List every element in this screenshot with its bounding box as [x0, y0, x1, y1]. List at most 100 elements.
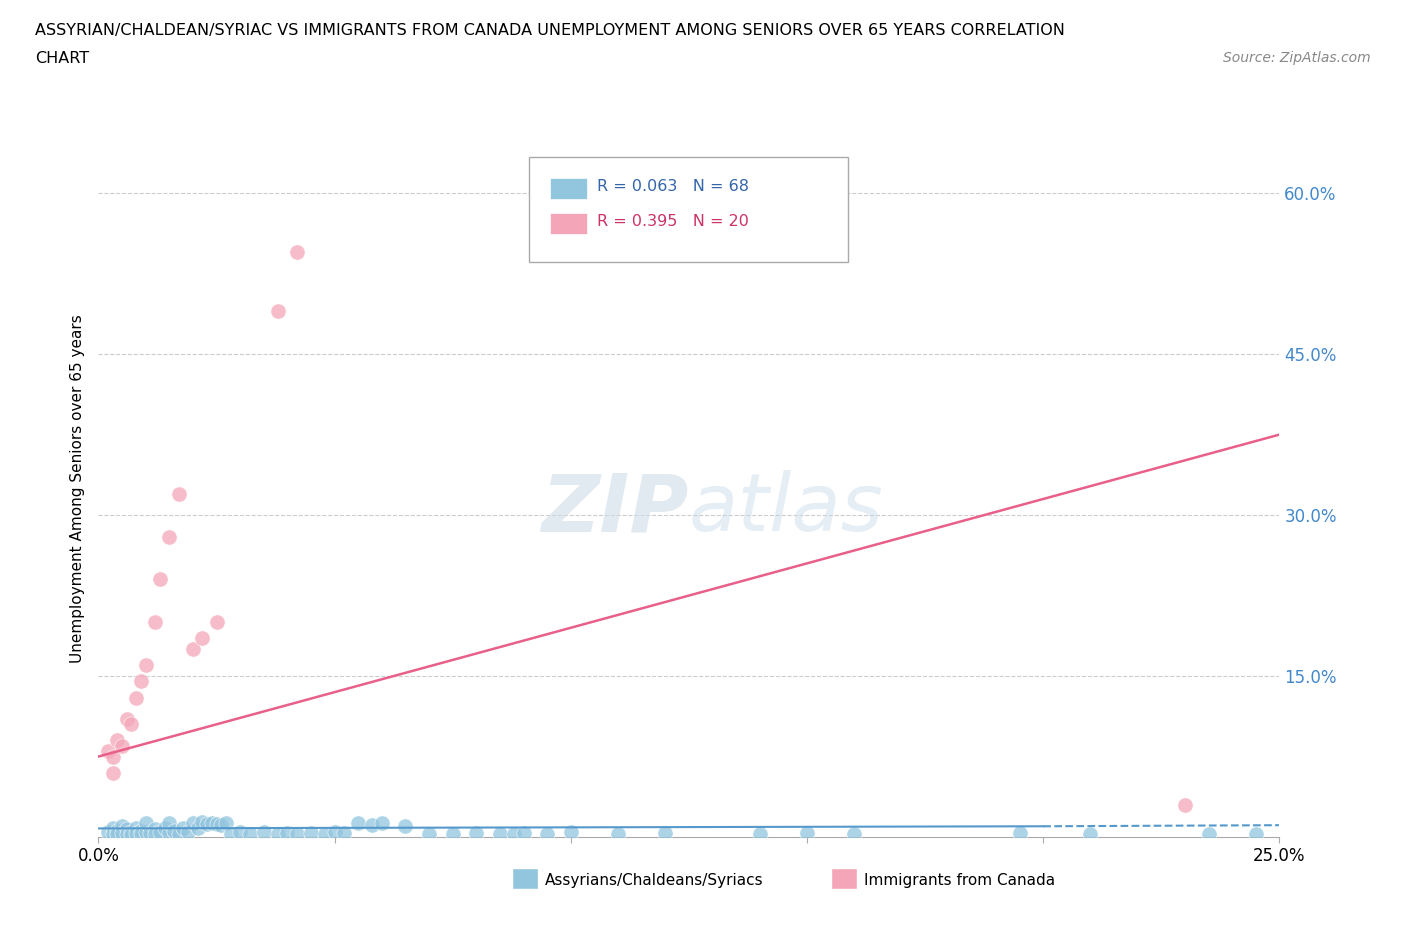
Point — [101, 765, 124, 780]
Point — [1244, 827, 1267, 842]
Text: R = 0.395   N = 20: R = 0.395 N = 20 — [596, 214, 748, 230]
Point — [121, 717, 143, 732]
FancyBboxPatch shape — [530, 157, 848, 261]
Point — [205, 817, 228, 831]
Point — [229, 824, 252, 839]
Text: Immigrants from Canada: Immigrants from Canada — [863, 872, 1054, 888]
Point — [105, 827, 128, 842]
Point — [209, 817, 232, 832]
Point — [163, 823, 186, 838]
Point — [101, 827, 124, 842]
Point — [191, 815, 214, 830]
Point — [143, 615, 166, 630]
Point — [267, 827, 290, 842]
Point — [187, 821, 209, 836]
Point — [536, 827, 558, 842]
Point — [285, 245, 308, 259]
Point — [371, 816, 394, 830]
Point — [172, 821, 194, 836]
Point — [135, 658, 157, 672]
Point — [111, 738, 134, 753]
Point — [441, 827, 464, 842]
Point — [394, 818, 416, 833]
Point — [167, 486, 190, 501]
Point — [512, 825, 534, 840]
Point — [125, 825, 148, 840]
Point — [181, 642, 204, 657]
Text: ASSYRIAN/CHALDEAN/SYRIAC VS IMMIGRANTS FROM CANADA UNEMPLOYMENT AMONG SENIORS OV: ASSYRIAN/CHALDEAN/SYRIAC VS IMMIGRANTS F… — [35, 23, 1064, 38]
Point — [101, 821, 124, 836]
Point — [267, 304, 290, 319]
Point — [177, 824, 200, 839]
Point — [323, 824, 346, 839]
Text: atlas: atlas — [689, 471, 884, 548]
Point — [143, 822, 166, 837]
Point — [105, 823, 128, 838]
Text: CHART: CHART — [35, 51, 89, 66]
Point — [503, 827, 526, 842]
Point — [135, 824, 157, 839]
Point — [239, 827, 262, 842]
Point — [201, 816, 224, 830]
Point — [125, 821, 148, 836]
Point — [115, 822, 138, 837]
Point — [299, 825, 322, 840]
Point — [191, 631, 214, 646]
Bar — [512, 869, 537, 889]
Point — [1198, 827, 1220, 842]
Point — [139, 825, 162, 840]
Bar — [550, 178, 588, 199]
Bar — [831, 869, 856, 889]
Point — [97, 824, 120, 839]
Point — [101, 749, 124, 764]
Bar — [550, 213, 588, 233]
Point — [153, 821, 176, 836]
Point — [465, 825, 488, 840]
Point — [253, 824, 276, 839]
Point — [157, 825, 180, 840]
Text: Source: ZipAtlas.com: Source: ZipAtlas.com — [1223, 51, 1371, 65]
Point — [149, 572, 172, 587]
Point — [105, 733, 128, 748]
Point — [654, 825, 676, 840]
Point — [129, 674, 152, 689]
Point — [149, 824, 172, 839]
Point — [97, 744, 120, 759]
Point — [276, 825, 298, 840]
Text: Assyrians/Chaldeans/Syriacs: Assyrians/Chaldeans/Syriacs — [546, 872, 763, 888]
Point — [121, 824, 143, 839]
Point — [1008, 825, 1031, 840]
Point — [129, 823, 152, 838]
Point — [314, 827, 336, 842]
Point — [418, 827, 440, 842]
Point — [111, 825, 134, 840]
Point — [157, 816, 180, 830]
Point — [205, 615, 228, 630]
Point — [560, 824, 582, 839]
Point — [844, 827, 866, 842]
Text: R = 0.063   N = 68: R = 0.063 N = 68 — [596, 179, 749, 194]
Point — [489, 827, 512, 842]
Point — [121, 828, 143, 843]
Point — [167, 827, 190, 842]
Point — [1080, 827, 1102, 842]
Point — [219, 827, 242, 842]
Point — [157, 529, 180, 544]
Text: ZIP: ZIP — [541, 471, 689, 548]
Point — [143, 827, 166, 842]
Point — [135, 816, 157, 830]
Point — [115, 711, 138, 726]
Point — [195, 817, 218, 831]
Point — [361, 817, 384, 832]
Point — [285, 827, 308, 842]
Point — [748, 827, 770, 842]
Point — [111, 818, 134, 833]
Point — [333, 825, 356, 840]
Point — [607, 827, 630, 842]
Point — [129, 827, 152, 842]
Point — [115, 827, 138, 842]
Point — [181, 816, 204, 830]
Y-axis label: Unemployment Among Seniors over 65 years: Unemployment Among Seniors over 65 years — [70, 314, 86, 662]
Point — [1174, 797, 1197, 812]
Point — [125, 690, 148, 705]
